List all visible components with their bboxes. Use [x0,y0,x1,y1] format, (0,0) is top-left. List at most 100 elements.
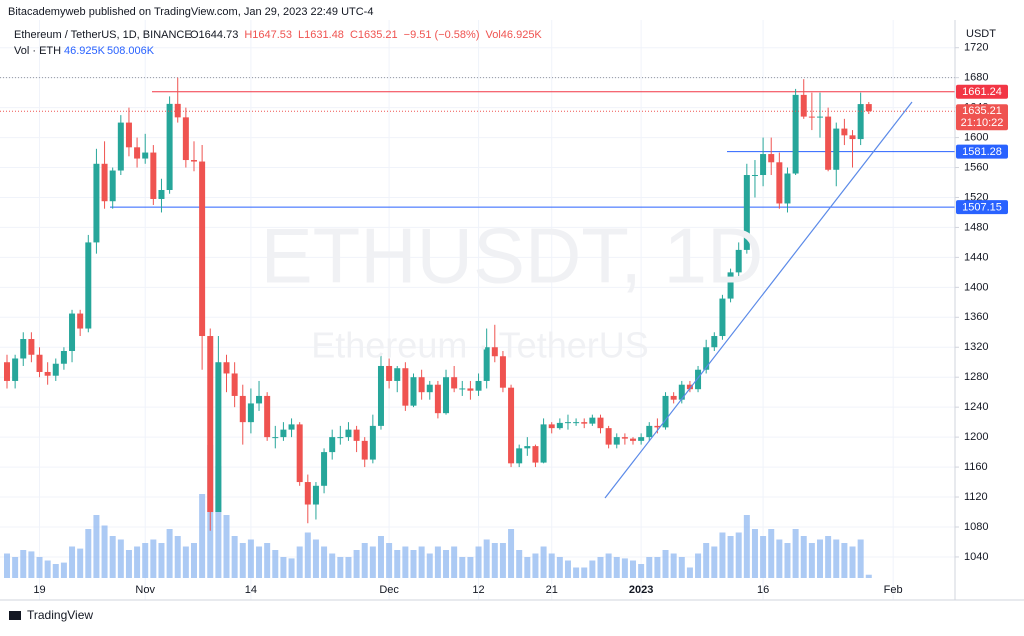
candle-body [678,384,685,400]
volume-bar [548,553,555,578]
y-tick-label: 1280 [964,371,988,383]
candle-body [638,437,645,441]
candle-body [776,162,783,204]
volume-bar [491,543,498,578]
candle-body [499,356,506,388]
candle-body [85,242,92,329]
candle-body [703,347,710,370]
candle-body [581,422,588,424]
volume-bar [499,543,506,578]
candle-body [150,152,157,199]
volume-bar [280,557,287,578]
candle-body [613,437,620,445]
candle-body [727,272,734,299]
volume-bar [743,515,750,578]
candle-body [44,371,51,376]
y-tick-label: 1560 [964,161,988,173]
candle-body [329,437,336,453]
volume-bar [60,562,67,578]
volume-bar [215,466,222,578]
watermark-subtitle: Ethereum · TetherUS [311,325,648,366]
candle-body [426,384,433,393]
logo [9,611,21,620]
x-tick-label: Feb [884,584,903,596]
candle-body [573,422,580,424]
candle-body [410,377,417,406]
volume-bar [727,536,734,578]
volume-bar [695,553,702,578]
candle-body [719,298,726,337]
volume-legend: Vol · ETH [14,45,61,57]
volume-bar [459,557,466,578]
volume-bar [589,560,596,578]
volume-bar [670,553,677,578]
candle-body [532,446,539,463]
y-tick-label: 1320 [964,341,988,353]
volume-bar [158,543,165,578]
volume-bar [190,543,197,578]
volume-bar [272,550,279,578]
candle-body [312,485,319,505]
candle-body [125,122,132,148]
volume-bar [638,564,645,578]
volume-bar [711,546,718,578]
volume-bar [125,550,132,578]
volume-bar [760,536,767,578]
volume-bar [849,546,856,578]
volume-bar [662,550,669,578]
candle-body [142,152,149,159]
candle-body [695,369,702,390]
candle-body [800,94,807,117]
x-tick-label: 12 [472,584,484,596]
volume-bar [77,548,84,578]
volume-bar [857,539,864,578]
candle-body [361,440,368,460]
x-tick-label: 19 [33,584,45,596]
chart-title: Ethereum / TetherUS, 1D, BINANCE [14,29,192,41]
candle-body [402,368,409,406]
candle-body [589,417,596,424]
volume-bar [394,550,401,578]
last-price-label: 1635.21 [962,105,1002,117]
y-tick-label: 1440 [964,251,988,263]
candle-body [296,424,303,483]
volume-bar [4,553,10,578]
last-price-tag [956,104,1008,131]
volume-bar [312,539,319,578]
volume-bar [256,546,263,578]
volume-bar [768,529,775,578]
candle-body [475,380,482,391]
candle-body [207,336,214,513]
volume-bar [564,560,571,578]
candle-body [166,103,173,190]
candle-body [28,339,35,355]
volume-bar [443,550,450,578]
volume-bar [304,532,311,578]
volume-bar [361,543,368,578]
volume-bar [808,543,815,578]
volume-bar [93,515,100,578]
volume-bar [776,539,783,578]
volume-bar [28,551,35,578]
candle-body [377,365,384,426]
volume-bar [621,558,628,578]
volume-bar [841,543,848,578]
volume-bar [296,546,303,578]
volume-bar [532,553,539,578]
price-line-tag [956,84,1008,99]
candle-body [434,384,441,414]
volume-bar [686,567,693,578]
volume-bar [735,532,742,578]
candle-body [451,377,458,389]
volume-bar [199,494,206,578]
candle-body [134,147,141,159]
candle-body [369,425,376,460]
y-tick-label: 1480 [964,221,988,233]
y-tick-label: 1160 [964,461,988,473]
y-tick-label: 1080 [964,521,988,533]
candle-body [52,363,59,376]
candle-body [280,429,287,438]
candle-body [321,452,328,486]
candle-body [849,135,856,140]
volume-bar [142,543,149,578]
